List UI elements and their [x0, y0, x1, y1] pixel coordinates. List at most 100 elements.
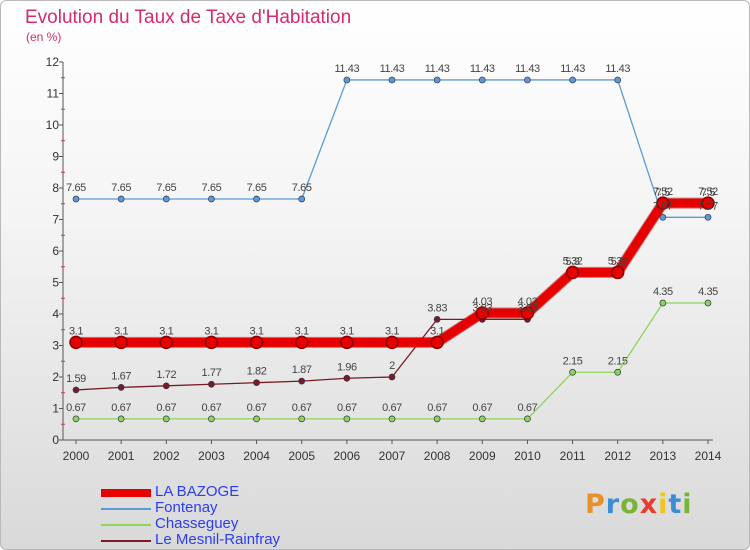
data-label: 1.67 [111, 370, 131, 382]
y-tick-label: 7 [52, 213, 59, 227]
chart-title: Evolution du Taux de Taxe d'Habitation [25, 7, 352, 28]
data-point [340, 335, 354, 350]
y-tick-label: 5 [52, 276, 59, 290]
data-label: 4.03 [518, 296, 538, 308]
data-point [253, 379, 260, 387]
data-point [478, 415, 486, 423]
data-label: 7.07 [653, 200, 673, 212]
data-label: 1.82 [247, 366, 267, 378]
x-tick-label: 2005 [288, 449, 315, 463]
data-label: 11.43 [605, 63, 630, 75]
data-point [72, 386, 80, 394]
data-label: 0.67 [518, 402, 538, 414]
data-point [569, 76, 576, 84]
logo-letter: o [620, 489, 640, 520]
data-label: 0.67 [472, 402, 492, 414]
data-point [701, 196, 715, 210]
data-point [72, 415, 80, 423]
data-point [704, 299, 712, 307]
y-tick-label: 3 [52, 339, 59, 353]
data-point [520, 306, 535, 320]
logo-letter: r [605, 489, 621, 520]
data-point [114, 335, 128, 350]
logo-letter: P [585, 489, 606, 520]
y-tick-label: 9 [52, 150, 59, 164]
data-point [253, 415, 260, 423]
data-point [294, 335, 309, 350]
data-label: 11.43 [334, 63, 359, 75]
y-tick-label: 2 [52, 370, 59, 384]
data-label: 11.43 [425, 63, 450, 75]
data-point [162, 415, 170, 423]
data-label: 3.83 [518, 302, 538, 314]
data-label: 0.67 [202, 402, 222, 414]
data-label: 3.1 [114, 325, 128, 337]
data-label: 3.83 [427, 302, 447, 314]
data-label: 3.1 [340, 325, 354, 337]
data-label: 3.1 [69, 325, 83, 337]
x-tick-label: 2013 [650, 449, 677, 463]
data-label: 5.32 [608, 255, 628, 267]
y-tick-label: 12 [46, 55, 60, 69]
x-tick-label: 2001 [108, 449, 135, 463]
x-tick-label: 2010 [514, 449, 541, 463]
data-point [208, 380, 215, 388]
data-point [69, 335, 83, 350]
data-point [656, 196, 670, 210]
legend-swatch [101, 540, 151, 542]
legend-label: Chasseguey [155, 515, 239, 532]
y-tick-label: 11 [47, 87, 60, 101]
data-point [162, 382, 170, 390]
y-tick-label: 1 [52, 402, 59, 416]
x-tick-label: 2009 [469, 449, 496, 463]
data-point [204, 335, 219, 350]
data-label: 0.67 [111, 402, 131, 414]
data-point [162, 195, 170, 203]
data-label: 1.59 [66, 373, 86, 385]
data-label: 0.67 [247, 402, 267, 414]
data-label: 0.67 [292, 402, 312, 414]
data-label: 3.1 [250, 325, 264, 337]
data-label: 2.15 [563, 355, 583, 367]
data-point [433, 415, 441, 423]
chart-unit: (en %) [26, 30, 62, 44]
data-point [433, 316, 441, 323]
data-point [117, 384, 125, 391]
x-tick-label: 2006 [334, 449, 361, 463]
data-point [524, 415, 531, 423]
data-label: 11.43 [470, 63, 495, 75]
logo-letter: t [668, 489, 683, 520]
data-point [208, 195, 215, 203]
legend-label: Le Mesnil-Rainfray [155, 531, 281, 548]
data-point [478, 76, 486, 84]
legend-swatch [101, 524, 151, 526]
data-point [569, 368, 576, 376]
data-point [298, 415, 306, 423]
data-point [610, 265, 625, 280]
x-tick-label: 2008 [424, 449, 451, 463]
data-label: 3.1 [159, 325, 173, 337]
x-tick-label: 2007 [379, 449, 406, 463]
data-label: 7.52 [698, 186, 718, 198]
data-label: 1.77 [202, 367, 222, 379]
logo-letter: x [639, 489, 659, 520]
data-label: 7.65 [202, 182, 222, 194]
data-point [253, 195, 260, 203]
data-label: 3.1 [430, 325, 444, 337]
proxiti-logo: Proxiti [585, 489, 693, 520]
data-label: 7.5 [701, 187, 715, 199]
data-label: 7.65 [156, 182, 176, 194]
data-label: 7.65 [111, 182, 131, 194]
x-tick-label: 2012 [604, 449, 631, 463]
data-point [524, 76, 531, 84]
legend-label: LA BAZOGE [155, 483, 240, 500]
data-label: 3.1 [385, 325, 399, 337]
x-tick-label: 2000 [63, 449, 90, 463]
data-label: 5.32 [563, 255, 583, 267]
logo-letter: i [658, 489, 669, 520]
data-point [388, 415, 396, 423]
data-point [565, 265, 580, 280]
data-point [475, 306, 490, 320]
